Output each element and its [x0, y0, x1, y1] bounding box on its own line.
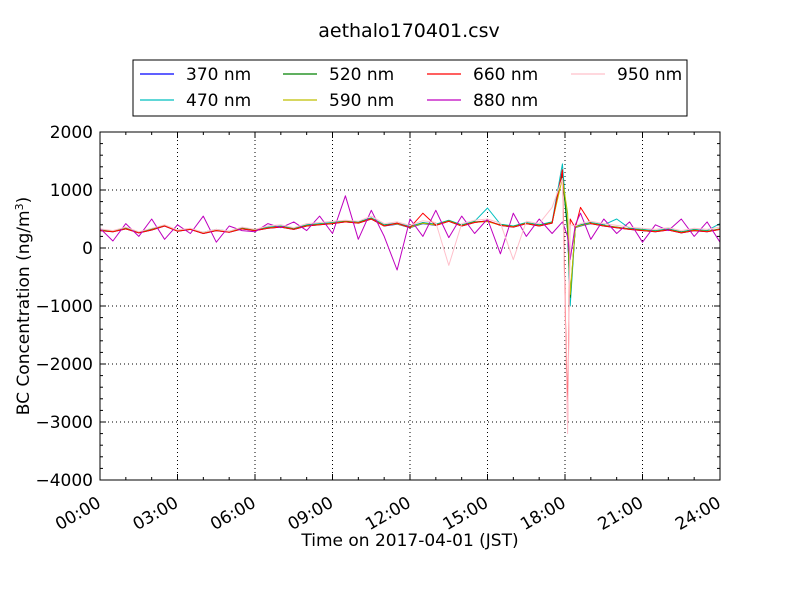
y-tick-label: −4000: [35, 471, 93, 491]
legend-label: 950 nm: [617, 65, 682, 85]
y-tick-label: −3000: [35, 413, 93, 433]
legend-label: 880 nm: [473, 91, 538, 111]
x-tick-label: 00:00: [52, 493, 104, 535]
series-line-950-nm: [99, 177, 721, 435]
x-tick-label: 21:00: [595, 493, 647, 535]
x-axis: 00:00 03:00 06:00 09:00 12:00 15:00 18:00 21:00…: [52, 132, 725, 535]
y-tick-label: −1000: [35, 297, 93, 317]
grid: [99, 131, 721, 481]
y-tick-label: 0: [82, 239, 93, 259]
y-tick-label: −2000: [35, 355, 93, 375]
legend-box: [132, 59, 688, 117]
series-layer: [99, 163, 721, 435]
x-tick-label: 03:00: [130, 493, 182, 535]
x-tick-label: 09:00: [285, 493, 337, 535]
legend-label: 470 nm: [186, 91, 251, 111]
chart-title: aethalo170401.csv: [318, 20, 500, 42]
x-axis-label: Time on 2017-04-01 (JST): [300, 531, 518, 551]
y-tick-label: 1000: [50, 181, 93, 201]
y-tick-label: 2000: [50, 123, 93, 143]
x-tick-label: 18:00: [517, 493, 569, 535]
legend-label: 370 nm: [186, 65, 251, 85]
y-axis: 2000 1000 0 −1000 −2000 −3000 −4000: [35, 123, 720, 491]
legend-label: 520 nm: [329, 65, 394, 85]
series-line-880-nm: [99, 195, 721, 271]
x-tick-label: 12:00: [362, 493, 414, 535]
x-tick-label: 06:00: [207, 493, 259, 535]
legend-label: 590 nm: [329, 91, 394, 111]
y-axis-label: BC Concentration (ng/m3): [13, 197, 35, 415]
legend-label: 660 nm: [473, 65, 538, 85]
x-tick-label: 15:00: [440, 493, 492, 535]
x-tick-label: 24:00: [672, 493, 724, 535]
legend: 370 nm 470 nm 520 nm 590 nm 660 nm 880 nm 950 …: [132, 59, 688, 117]
